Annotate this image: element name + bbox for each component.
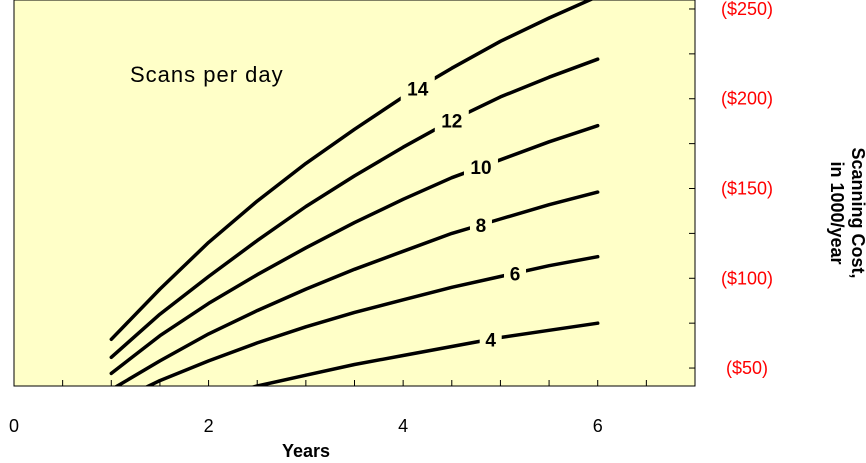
- curve-label-14: 14: [407, 79, 429, 100]
- curve-label-10: 10: [470, 158, 491, 179]
- x-tick-label: 2: [204, 416, 214, 436]
- curve-label-bg-4: [479, 325, 502, 354]
- x-tick-label: 6: [593, 416, 603, 436]
- y-axis-title-line2: in 1000/year: [827, 161, 847, 264]
- curve-label-bg-10: [463, 152, 498, 181]
- y-tick-label: ($100): [721, 268, 773, 288]
- y-axis-ticks: [689, 8, 695, 369]
- curve-label-bg-14: [400, 74, 435, 103]
- curve-labels-group: 4 6 8 10 12 14: [400, 74, 527, 354]
- curve-label-8: 8: [476, 216, 487, 237]
- y-tick-label: ($50): [726, 358, 768, 378]
- curve-14: [109, 0, 594, 342]
- curve-8: [113, 190, 600, 386]
- curve-10: [109, 123, 600, 376]
- curve-label-4: 4: [485, 330, 496, 351]
- curve-label-12: 12: [441, 111, 462, 132]
- y-tick-label: ($150): [721, 179, 773, 199]
- curve-label-bg-8: [469, 210, 492, 239]
- y-tick-label: ($250): [721, 0, 773, 19]
- curve-label-bg-6: [504, 259, 527, 288]
- x-tick-label: 4: [398, 416, 408, 436]
- x-axis-title: Years: [282, 441, 330, 461]
- y-axis-title-line1: Scanning Cost,: [848, 147, 866, 278]
- curve-4: [250, 321, 600, 386]
- curve-label-6: 6: [510, 264, 521, 285]
- y-tick-labels: ($50) ($100) ($150) ($200) ($250): [721, 0, 773, 378]
- x-tick-label: 0: [9, 416, 19, 436]
- curve-12: [109, 57, 600, 360]
- curve-label-bg-12: [434, 106, 469, 135]
- x-tick-labels: 0 2 4 6: [9, 416, 603, 436]
- y-axis-title: Scanning Cost, in 1000/year: [827, 147, 866, 278]
- scans-per-day-annotation: Scans per day: [130, 62, 284, 87]
- x-axis-ticks: [13, 380, 696, 386]
- y-tick-label: ($200): [721, 89, 773, 109]
